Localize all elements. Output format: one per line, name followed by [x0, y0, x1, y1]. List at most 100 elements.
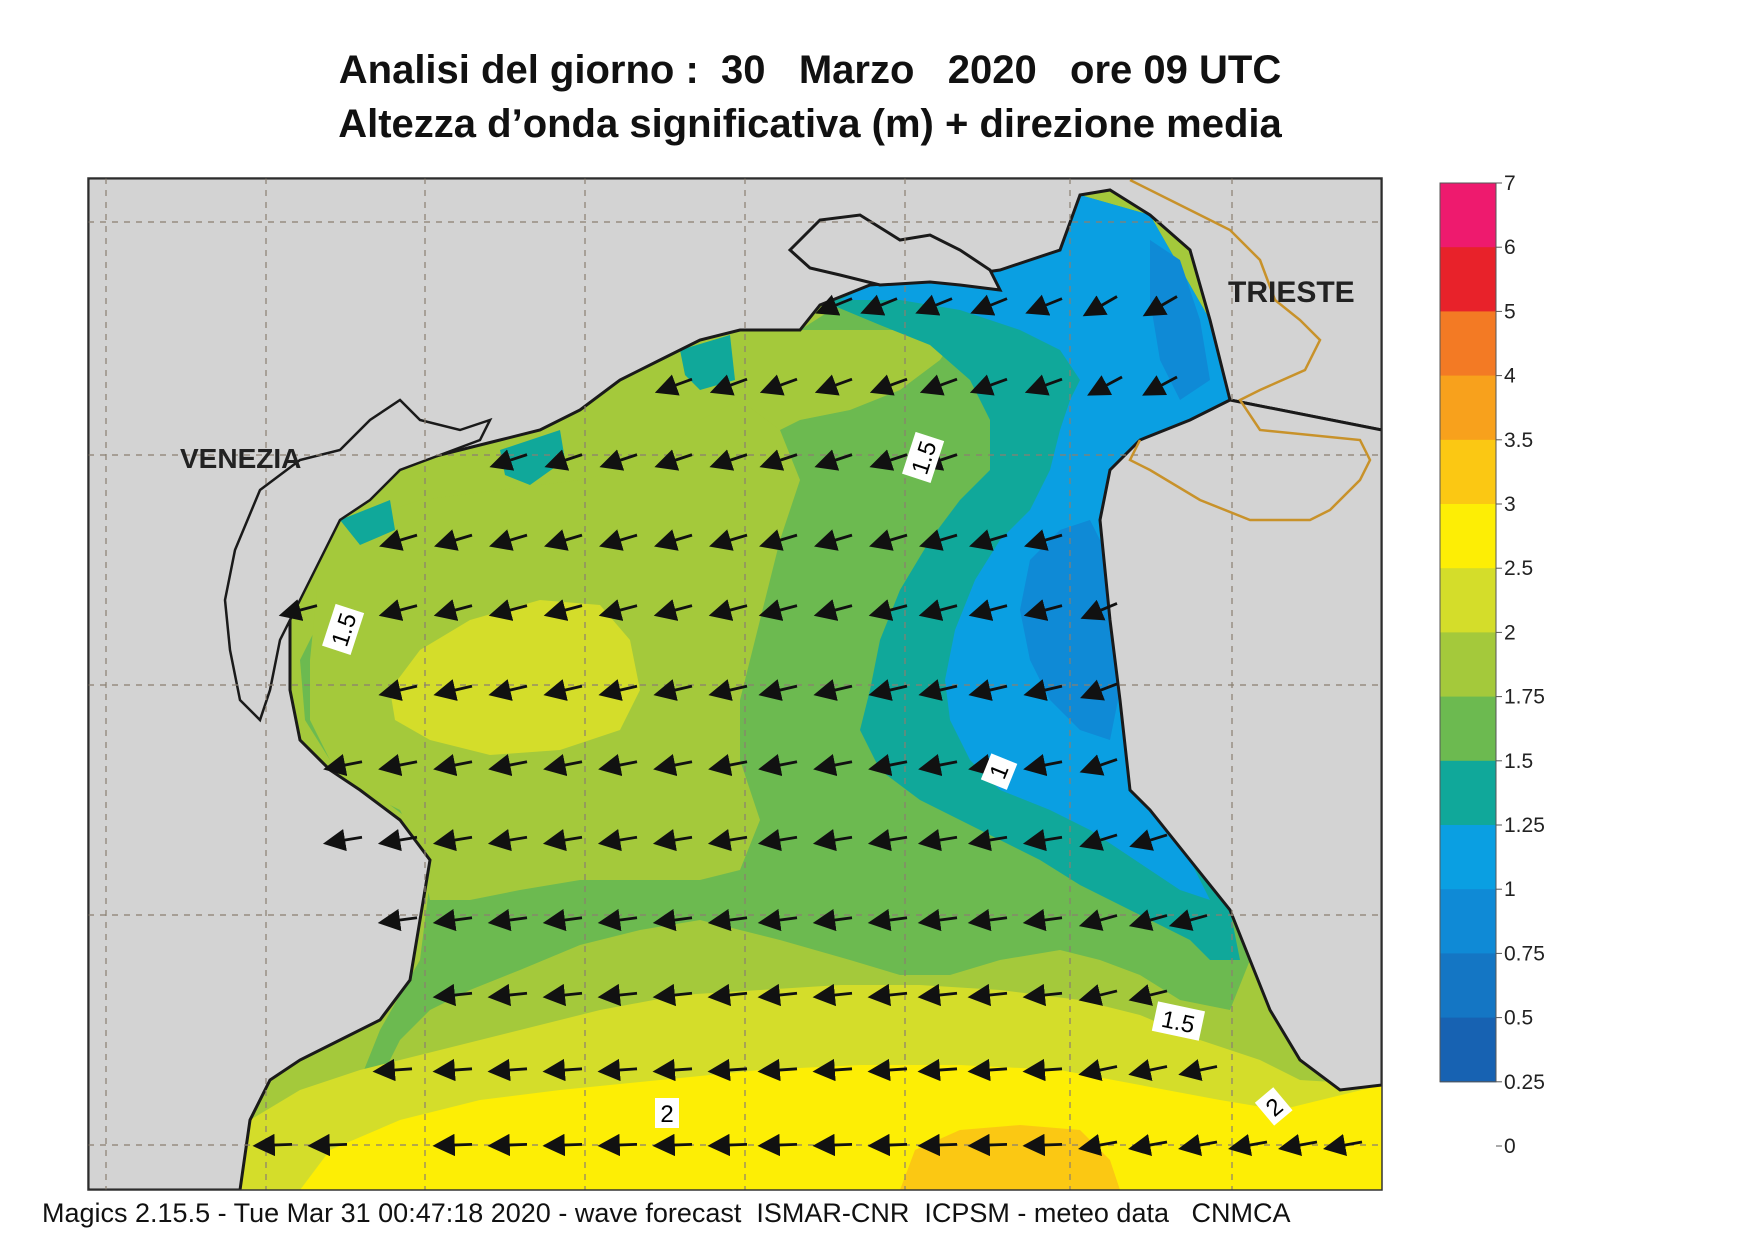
wave-arrow — [542, 983, 583, 1007]
wave-arrow — [598, 599, 638, 621]
wave-arrow — [867, 1058, 908, 1082]
wave-arrow — [970, 294, 1008, 316]
colorbar-tick-label: 2.5 — [1504, 557, 1533, 580]
wave-arrow — [1323, 1134, 1363, 1157]
wave-arrow — [815, 294, 853, 316]
wave-arrow — [707, 908, 748, 932]
colorbar-tick-label: 7 — [1504, 172, 1516, 195]
wave-arrow — [489, 529, 528, 551]
wave-arrow — [917, 1058, 958, 1082]
wave-arrow — [652, 828, 693, 852]
contour-label-2: 1.5 — [322, 603, 365, 655]
wave-arrow — [487, 1058, 528, 1082]
wave-arrow — [707, 1133, 748, 1157]
wave-arrow — [812, 828, 853, 852]
colorbar-tick-label: 6 — [1504, 236, 1516, 259]
wave-arrow — [597, 1058, 638, 1082]
wave-arrow — [812, 1058, 853, 1082]
wave-arrow — [867, 908, 908, 932]
wave-arrow — [915, 294, 953, 316]
wave-arrow — [654, 449, 693, 471]
colorbar-tick-label: 1 — [1504, 878, 1516, 901]
colorbar-tick-label: 1.5 — [1504, 750, 1533, 773]
colorbar-swatch — [1440, 504, 1496, 569]
wave-arrow — [967, 828, 1008, 852]
wave-arrow — [707, 828, 748, 852]
wave-arrow — [278, 599, 318, 621]
wave-arrow — [542, 828, 583, 852]
wave-arrow — [489, 449, 528, 471]
wave-arrow — [597, 983, 638, 1007]
wave-arrow — [599, 449, 638, 471]
colorbar-swatch — [1440, 247, 1496, 312]
wave-arrow — [814, 449, 853, 471]
colorbar-swatch — [1440, 889, 1496, 954]
wave-arrow — [597, 908, 638, 932]
wave-arrow — [432, 908, 473, 932]
wave-arrow — [542, 1133, 583, 1157]
wave-arrow — [814, 529, 853, 551]
wave-arrow — [967, 1058, 1008, 1082]
wave-arrow — [1024, 529, 1063, 551]
wave-arrow — [378, 754, 418, 777]
wave-arrow — [1078, 984, 1118, 1006]
wave-arrow — [433, 754, 473, 777]
wave-arrow — [967, 983, 1008, 1007]
wave-arrow — [860, 294, 898, 316]
wave-arrow — [1022, 1133, 1063, 1157]
colorbar-swatch — [1440, 825, 1496, 890]
wave-arrow — [1079, 754, 1118, 776]
wave-arrow — [1082, 295, 1118, 317]
colorbar-swatch — [1440, 439, 1496, 505]
wave-arrow — [813, 599, 853, 621]
wave-arrow — [653, 679, 693, 701]
wave-arrow — [432, 1058, 473, 1082]
colorbar-swatch — [1440, 953, 1496, 1019]
wave-arrow — [378, 599, 418, 621]
wave-arrow — [432, 1133, 473, 1157]
wave-arrow — [758, 754, 798, 777]
wave-arrow — [868, 599, 908, 621]
wave-arrow — [652, 1133, 693, 1157]
colorbar-tick-label: 0.75 — [1504, 942, 1545, 965]
wave-arrow — [653, 754, 693, 777]
wave-arrow — [757, 1133, 798, 1157]
wave-arrow — [759, 449, 798, 471]
wave-arrow — [1080, 679, 1118, 701]
wave-arrow — [707, 1058, 748, 1082]
wave-arrow — [543, 679, 583, 701]
map-area — [88, 178, 1382, 1190]
wave-arrow — [917, 1133, 958, 1157]
land-venezia-lagoon — [223, 398, 493, 723]
wave-arrow — [1079, 829, 1118, 851]
wave-arrow — [1178, 1134, 1218, 1157]
wave-arrow — [814, 374, 853, 396]
band-2-5 — [900, 1125, 1120, 1190]
colorbar-swatch — [1440, 632, 1496, 698]
wave-arrow — [758, 599, 798, 621]
colorbar-tick-label: 3 — [1504, 493, 1516, 516]
wave-arrow — [709, 529, 748, 551]
colorbar-swatch — [1440, 696, 1496, 762]
wave-arrow — [967, 1133, 1008, 1157]
colorbar-legend: 7 6 5 4 3.5 3 2.5 2 1.75 1.5 1.25 1 0.75 0.5 0.25 0 — [1439, 172, 1545, 1158]
wave-arrow — [969, 529, 1008, 551]
city-label-trieste: TRIESTE — [1228, 276, 1355, 309]
wave-arrow — [917, 908, 958, 932]
wave-arrow — [597, 1133, 638, 1157]
colorbar-tick-label: 1.25 — [1504, 814, 1545, 837]
wave-arrow — [967, 908, 1008, 932]
wave-arrow — [379, 529, 418, 551]
wave-arrow — [378, 679, 418, 701]
wave-arrow — [708, 679, 748, 701]
land-grado-lagoon — [787, 213, 1003, 292]
wave-arrow — [1022, 828, 1063, 852]
wave-arrow — [1022, 983, 1063, 1007]
band-2-0 — [300, 1065, 1382, 1190]
wave-arrow — [869, 374, 908, 396]
band-0-5-north — [1150, 240, 1210, 400]
contour-label-3: 1 — [980, 753, 1018, 790]
colorbar-tick-label: 0.5 — [1504, 1007, 1533, 1030]
wave-arrow — [759, 374, 798, 396]
wave-arrow — [918, 754, 958, 777]
